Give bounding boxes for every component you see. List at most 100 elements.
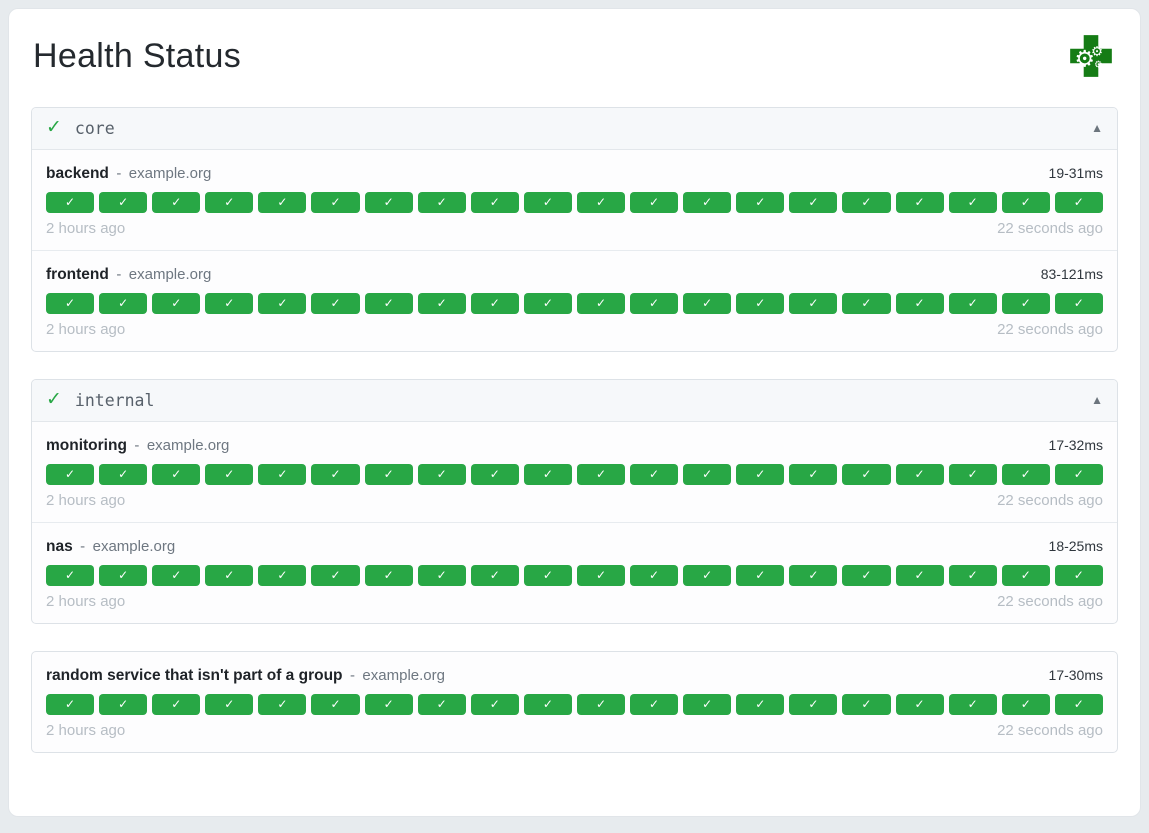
status-bar[interactable]: ✓	[364, 191, 413, 213]
status-bar[interactable]: ✓	[683, 564, 732, 586]
status-bar[interactable]: ✓	[576, 693, 626, 715]
service-name[interactable]: monitoring	[46, 436, 127, 454]
status-bar[interactable]: ✓	[736, 693, 785, 715]
service-name[interactable]: frontend	[46, 265, 109, 283]
status-bar[interactable]: ✓	[789, 191, 838, 213]
status-bar[interactable]: ✓	[630, 463, 679, 485]
status-bar[interactable]: ✓	[948, 463, 997, 485]
status-bar[interactable]: ✓	[364, 693, 413, 715]
status-bar[interactable]: ✓	[470, 292, 519, 314]
status-bar[interactable]: ✓	[1054, 564, 1103, 586]
status-bar[interactable]: ✓	[948, 564, 997, 586]
status-bar[interactable]: ✓	[46, 564, 95, 586]
status-bar[interactable]: ✓	[576, 463, 626, 485]
status-bar[interactable]: ✓	[895, 463, 944, 485]
status-bar[interactable]: ✓	[417, 191, 466, 213]
status-bar[interactable]: ✓	[1054, 191, 1103, 213]
status-bar[interactable]: ✓	[470, 693, 519, 715]
status-bar[interactable]: ✓	[630, 292, 679, 314]
status-bar[interactable]: ✓	[46, 693, 95, 715]
status-bar[interactable]: ✓	[417, 693, 466, 715]
status-bar[interactable]: ✓	[948, 292, 997, 314]
status-bar[interactable]: ✓	[1001, 693, 1050, 715]
status-bar[interactable]: ✓	[630, 693, 679, 715]
status-bar[interactable]: ✓	[789, 564, 838, 586]
status-bar[interactable]: ✓	[1054, 292, 1103, 314]
status-bar[interactable]: ✓	[46, 292, 95, 314]
status-bar[interactable]: ✓	[683, 463, 732, 485]
status-bar[interactable]: ✓	[417, 292, 466, 314]
status-bar[interactable]: ✓	[1001, 191, 1050, 213]
status-bar[interactable]: ✓	[311, 463, 360, 485]
status-bar[interactable]: ✓	[842, 191, 891, 213]
status-bar[interactable]: ✓	[364, 564, 413, 586]
status-bar[interactable]: ✓	[789, 463, 838, 485]
status-bar[interactable]: ✓	[364, 292, 413, 314]
status-bar[interactable]: ✓	[895, 292, 944, 314]
status-bar[interactable]: ✓	[1054, 463, 1103, 485]
status-bar[interactable]: ✓	[523, 191, 572, 213]
status-bar[interactable]: ✓	[99, 292, 148, 314]
status-bar[interactable]: ✓	[523, 693, 572, 715]
status-bar[interactable]: ✓	[789, 693, 838, 715]
status-bar[interactable]: ✓	[895, 564, 944, 586]
status-bar[interactable]: ✓	[1001, 292, 1050, 314]
status-bar[interactable]: ✓	[842, 693, 891, 715]
status-bar[interactable]: ✓	[1054, 693, 1103, 715]
status-bar[interactable]: ✓	[258, 292, 307, 314]
status-bar[interactable]: ✓	[736, 463, 785, 485]
status-bar[interactable]: ✓	[948, 191, 997, 213]
status-bar[interactable]: ✓	[1001, 463, 1050, 485]
status-bar[interactable]: ✓	[205, 693, 254, 715]
status-bar[interactable]: ✓	[523, 564, 572, 586]
status-bar[interactable]: ✓	[205, 292, 254, 314]
status-bar[interactable]: ✓	[470, 564, 519, 586]
status-bar[interactable]: ✓	[311, 191, 360, 213]
status-bar[interactable]: ✓	[895, 191, 944, 213]
status-bar[interactable]: ✓	[152, 463, 201, 485]
status-bar[interactable]: ✓	[417, 463, 466, 485]
status-bar[interactable]: ✓	[258, 191, 307, 213]
group-header[interactable]: ✓ core ▲	[32, 108, 1117, 150]
status-bar[interactable]: ✓	[948, 693, 997, 715]
status-bar[interactable]: ✓	[789, 292, 838, 314]
status-bar[interactable]: ✓	[205, 564, 254, 586]
status-bar[interactable]: ✓	[523, 463, 572, 485]
status-bar[interactable]: ✓	[99, 463, 148, 485]
status-bar[interactable]: ✓	[1001, 564, 1050, 586]
status-bar[interactable]: ✓	[152, 693, 201, 715]
group-header[interactable]: ✓ internal ▲	[32, 379, 1117, 422]
status-bar[interactable]: ✓	[152, 292, 201, 314]
status-bar[interactable]: ✓	[630, 564, 679, 586]
service-name[interactable]: random service that isn't part of a grou…	[46, 666, 343, 684]
status-bar[interactable]: ✓	[311, 292, 360, 314]
status-bar[interactable]: ✓	[205, 191, 254, 213]
status-bar[interactable]: ✓	[736, 191, 785, 213]
status-bar[interactable]: ✓	[683, 191, 732, 213]
status-bar[interactable]: ✓	[470, 191, 519, 213]
service-name[interactable]: backend	[46, 164, 109, 182]
status-bar[interactable]: ✓	[364, 463, 413, 485]
status-bar[interactable]: ✓	[46, 463, 95, 485]
status-bar[interactable]: ✓	[576, 191, 626, 213]
status-bar[interactable]: ✓	[46, 191, 95, 213]
status-bar[interactable]: ✓	[258, 564, 307, 586]
status-bar[interactable]: ✓	[576, 564, 626, 586]
status-bar[interactable]: ✓	[470, 463, 519, 485]
status-bar[interactable]: ✓	[311, 564, 360, 586]
status-bar[interactable]: ✓	[258, 693, 307, 715]
status-bar[interactable]: ✓	[311, 693, 360, 715]
status-bar[interactable]: ✓	[683, 693, 732, 715]
status-bar[interactable]: ✓	[152, 564, 201, 586]
status-bar[interactable]: ✓	[895, 693, 944, 715]
status-bar[interactable]: ✓	[417, 564, 466, 586]
status-bar[interactable]: ✓	[842, 292, 891, 314]
status-bar[interactable]: ✓	[99, 564, 148, 586]
collapse-triangle-icon[interactable]: ▲	[1091, 121, 1103, 136]
status-bar[interactable]: ✓	[205, 463, 254, 485]
status-bar[interactable]: ✓	[523, 292, 572, 314]
status-bar[interactable]: ✓	[842, 564, 891, 586]
status-bar[interactable]: ✓	[152, 191, 201, 213]
status-bar[interactable]: ✓	[842, 463, 891, 485]
status-bar[interactable]: ✓	[630, 191, 679, 213]
